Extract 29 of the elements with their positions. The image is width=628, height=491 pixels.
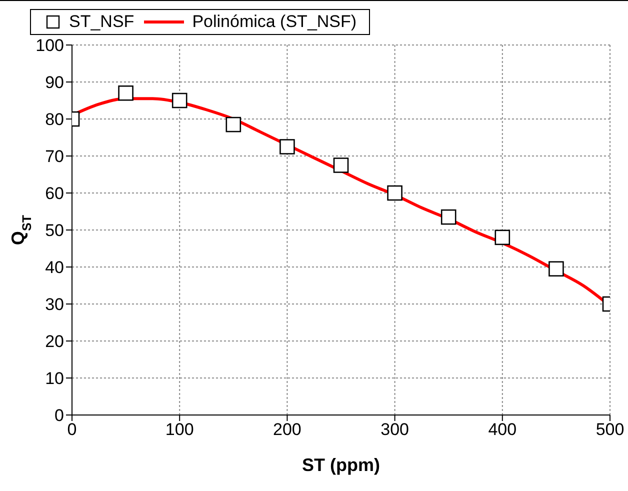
x-tick-label: 300 [380,420,409,440]
point [387,185,402,201]
y-tick-label: 0 [54,406,64,426]
x-tick-label: 0 [67,420,77,440]
point [440,209,456,225]
point [280,139,295,154]
y-tick-label: 60 [45,184,64,204]
y-tick-label: 70 [45,147,64,166]
y-tick-label: 80 [45,110,64,130]
y-tick-label: 40 [45,258,64,278]
y-tick-label: 10 [45,369,64,388]
y-tick-label: 90 [45,73,64,92]
legend-label: Polinómica (ST_NSF) [192,12,357,32]
legend-label: ST_NSF [69,12,134,32]
x-axis-title: ST (ppm) [302,455,380,475]
y-tick-label: 100 [36,36,64,56]
y-tick-label: 50 [45,221,64,240]
y-tick-label: 20 [45,332,64,352]
x-tick-label: 500 [596,420,624,440]
y-tick-label: 30 [45,295,64,314]
x-tick-label: 100 [165,420,194,440]
point [333,158,349,173]
point [494,230,510,246]
x-tick-label: 200 [273,420,302,440]
point [548,261,564,276]
x-tick-label: 400 [488,420,517,440]
point [118,85,134,101]
point [172,92,188,108]
point [226,116,242,132]
